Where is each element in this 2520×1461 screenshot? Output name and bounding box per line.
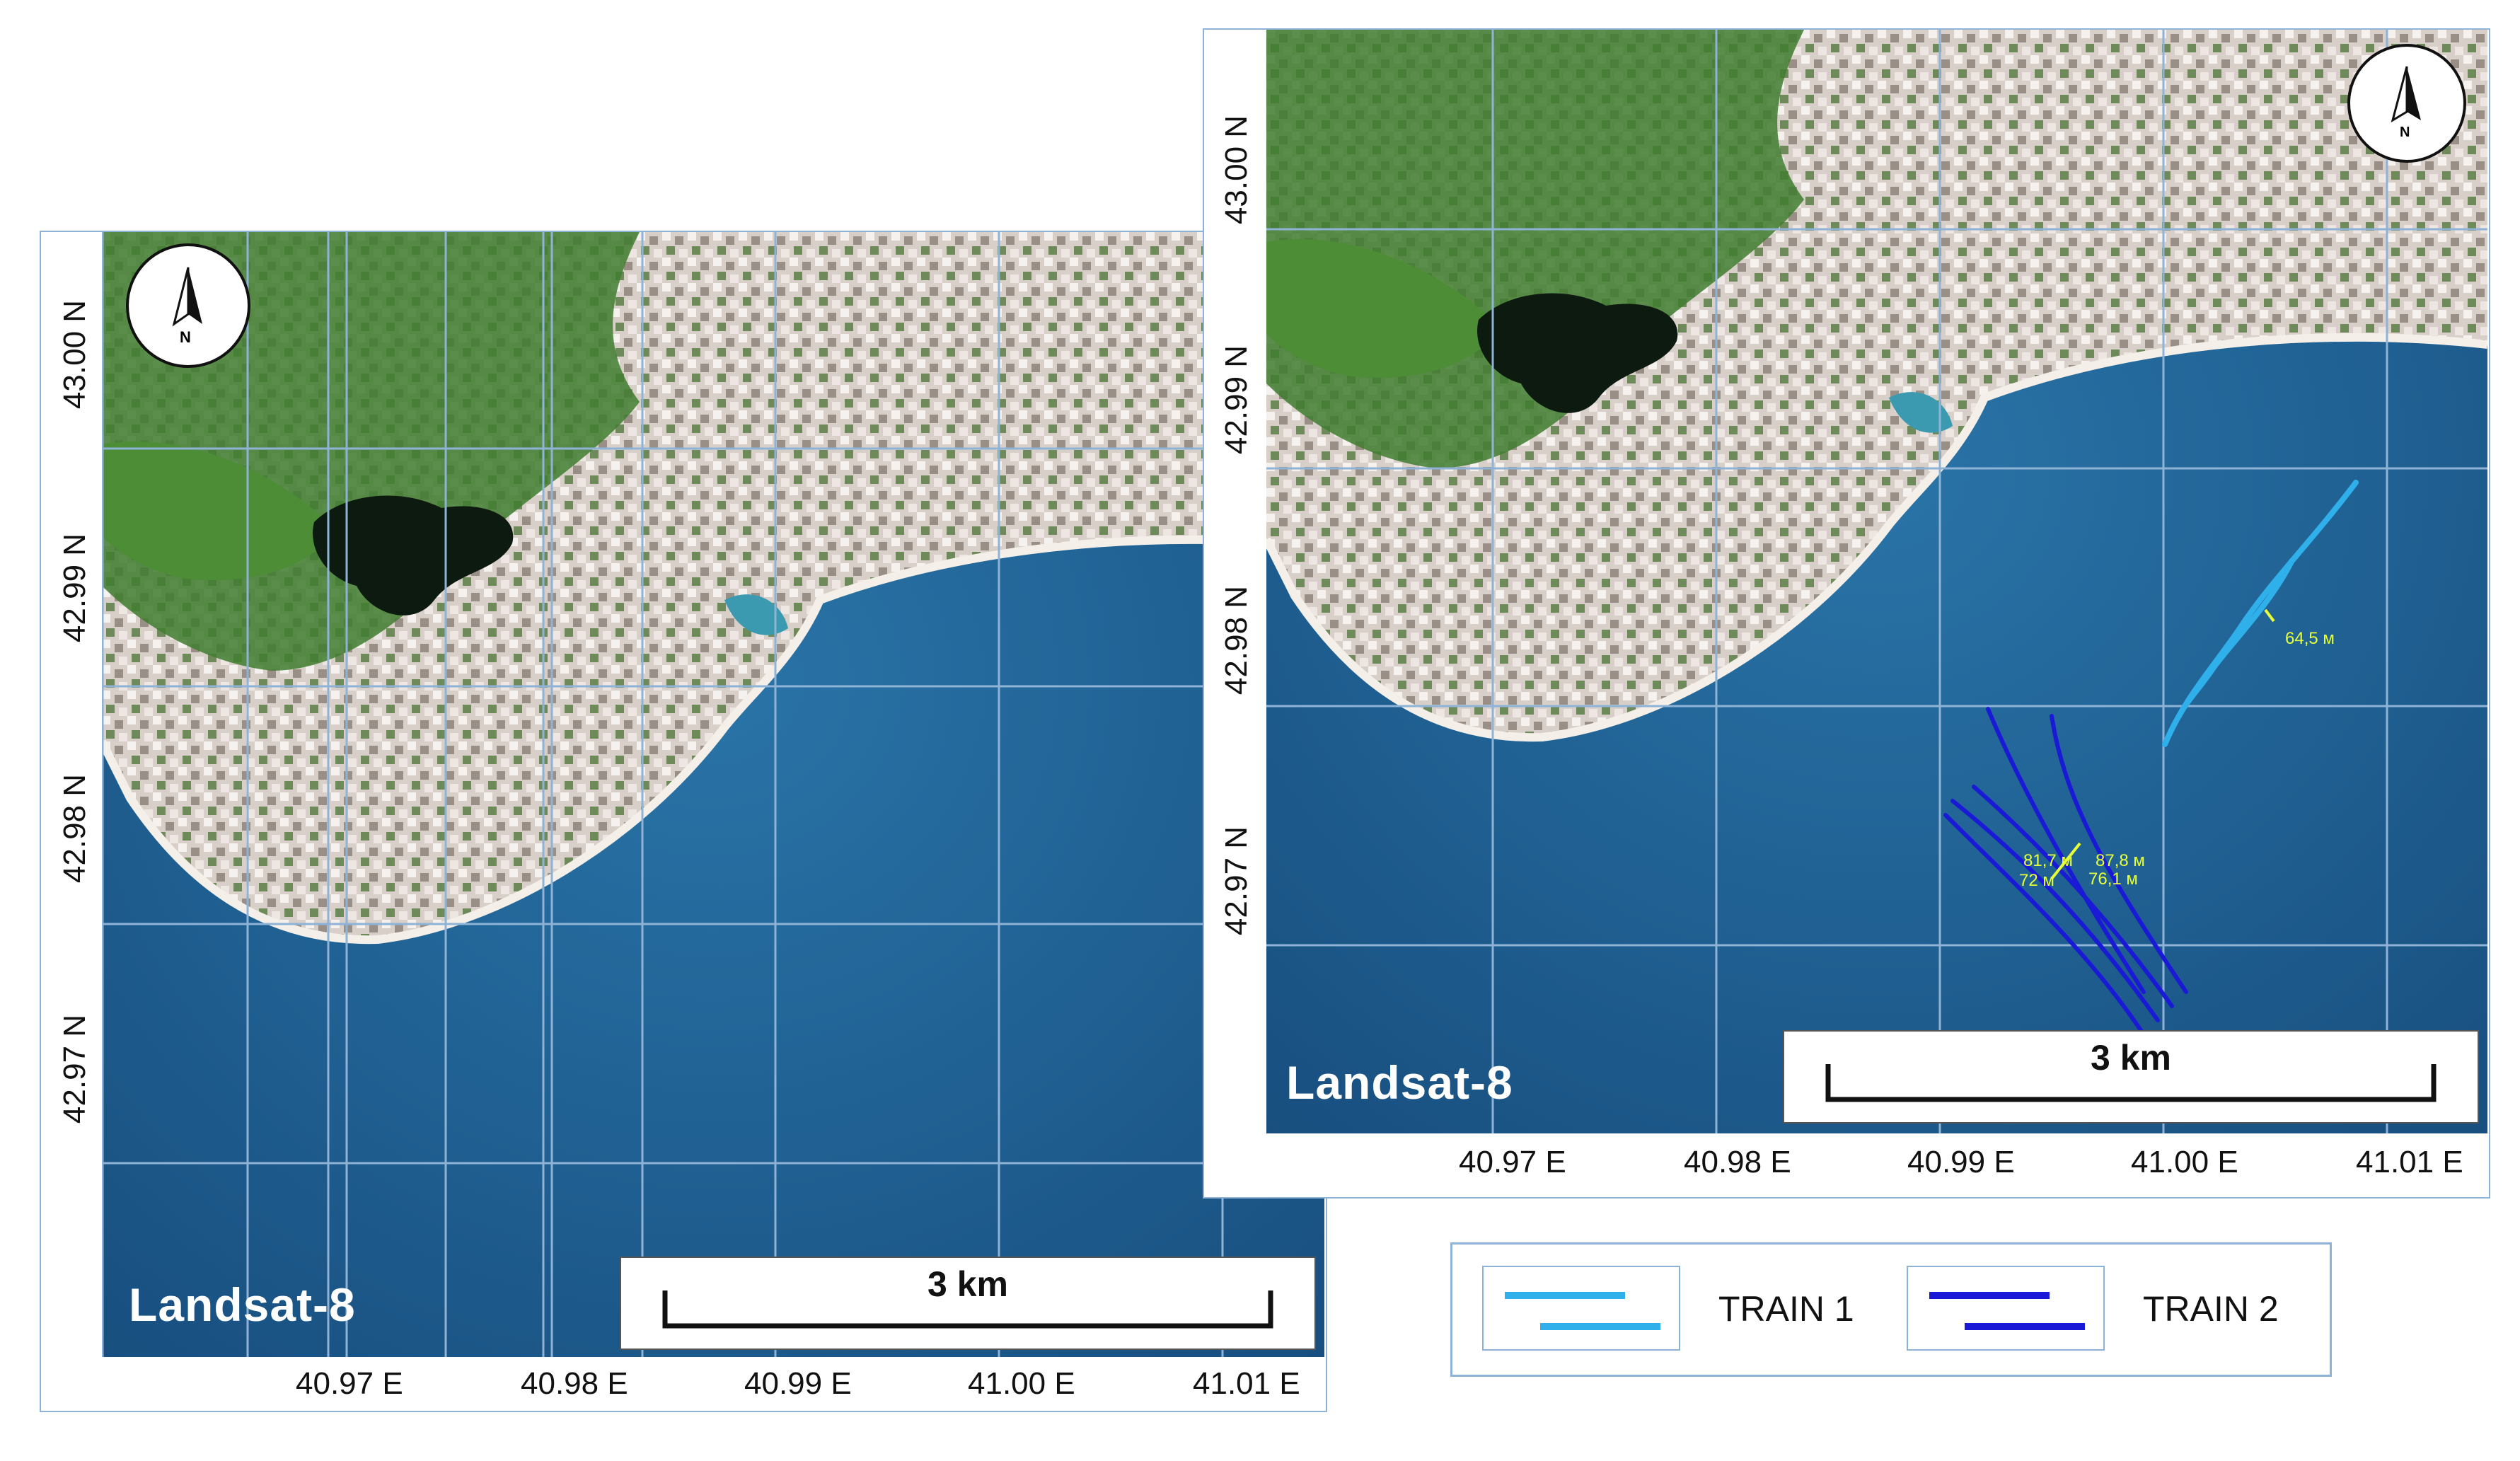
legend: TRAIN 1 TRAIN 2 (1450, 1242, 2332, 1377)
left-sensor-label: Landsat-8 (129, 1278, 356, 1331)
left-north-arrow-icon: N (126, 243, 250, 368)
right-lon-label-41-01: 41.01 E (2356, 1145, 2463, 1179)
legend-swatch-train2 (1907, 1266, 2105, 1351)
right-lat-label-42-98: 42.98 N (1219, 585, 1254, 695)
right-lon-label-40-97: 40.97 E (1459, 1145, 1566, 1179)
train1-spacing-label: 64,5 м (2285, 629, 2335, 648)
right-lat-label-42-99: 42.99 N (1219, 345, 1254, 455)
left-lat-label-43-00: 43.00 N (57, 299, 92, 410)
left-satellite-image (102, 232, 1324, 1357)
left-lon-label-40-98: 40.98 E (521, 1366, 628, 1401)
right-lat-label-43-00: 43.00 N (1219, 115, 1254, 225)
right-scale-bar: 3 km (1783, 1030, 2479, 1124)
left-lon-label-41-00: 41.00 E (968, 1366, 1075, 1401)
right-lat-label-42-97: 42.97 N (1219, 826, 1254, 936)
left-lat-label-42-99: 42.99 N (57, 533, 92, 643)
left-compass-letter: N (180, 328, 191, 346)
left-map-panel: 43.00 N 42.99 N 42.98 N 42.97 N 40.97 E … (40, 231, 1327, 1412)
train2-label-d: 76,1 м (2088, 870, 2138, 889)
left-scale-label: 3 km (927, 1264, 1008, 1304)
right-satellite-image: 64,5 м 81,7 м 87,8 м 72 м 76,1 м (1266, 30, 2487, 1133)
left-lat-label-42-97: 42.97 N (57, 1014, 92, 1124)
left-lon-label-40-97: 40.97 E (296, 1366, 403, 1401)
right-compass-letter: N (2400, 125, 2410, 140)
right-sensor-label: Landsat-8 (1286, 1056, 1513, 1109)
legend-label-train1: TRAIN 1 (1718, 1289, 1854, 1329)
right-scale-label: 3 km (2091, 1038, 2171, 1078)
train2-label-a: 81,7 м (2023, 851, 2073, 870)
left-lat-label-42-98: 42.98 N (57, 773, 92, 884)
train2-wave-lines (1943, 707, 2188, 1036)
right-map-panel: 64,5 м 81,7 м 87,8 м 72 м 76,1 м 43.00 N… (1203, 28, 2490, 1210)
left-lon-label-41-01: 41.01 E (1193, 1366, 1300, 1401)
right-lon-label-40-99: 40.99 E (1907, 1145, 2015, 1179)
right-lon-label-41-00: 41.00 E (2131, 1145, 2238, 1179)
legend-swatch-train1 (1482, 1266, 1680, 1351)
right-lon-label-40-98: 40.98 E (1684, 1145, 1791, 1179)
right-north-arrow-icon: N (2347, 44, 2466, 163)
legend-label-train2: TRAIN 2 (2143, 1289, 2279, 1329)
train2-label-c: 72 м (2019, 871, 2054, 890)
train1-wave-lines (2162, 480, 2359, 747)
left-lon-label-40-99: 40.99 E (744, 1366, 852, 1401)
left-scale-bar: 3 km (620, 1257, 1316, 1350)
train2-label-b: 87,8 м (2096, 851, 2145, 870)
